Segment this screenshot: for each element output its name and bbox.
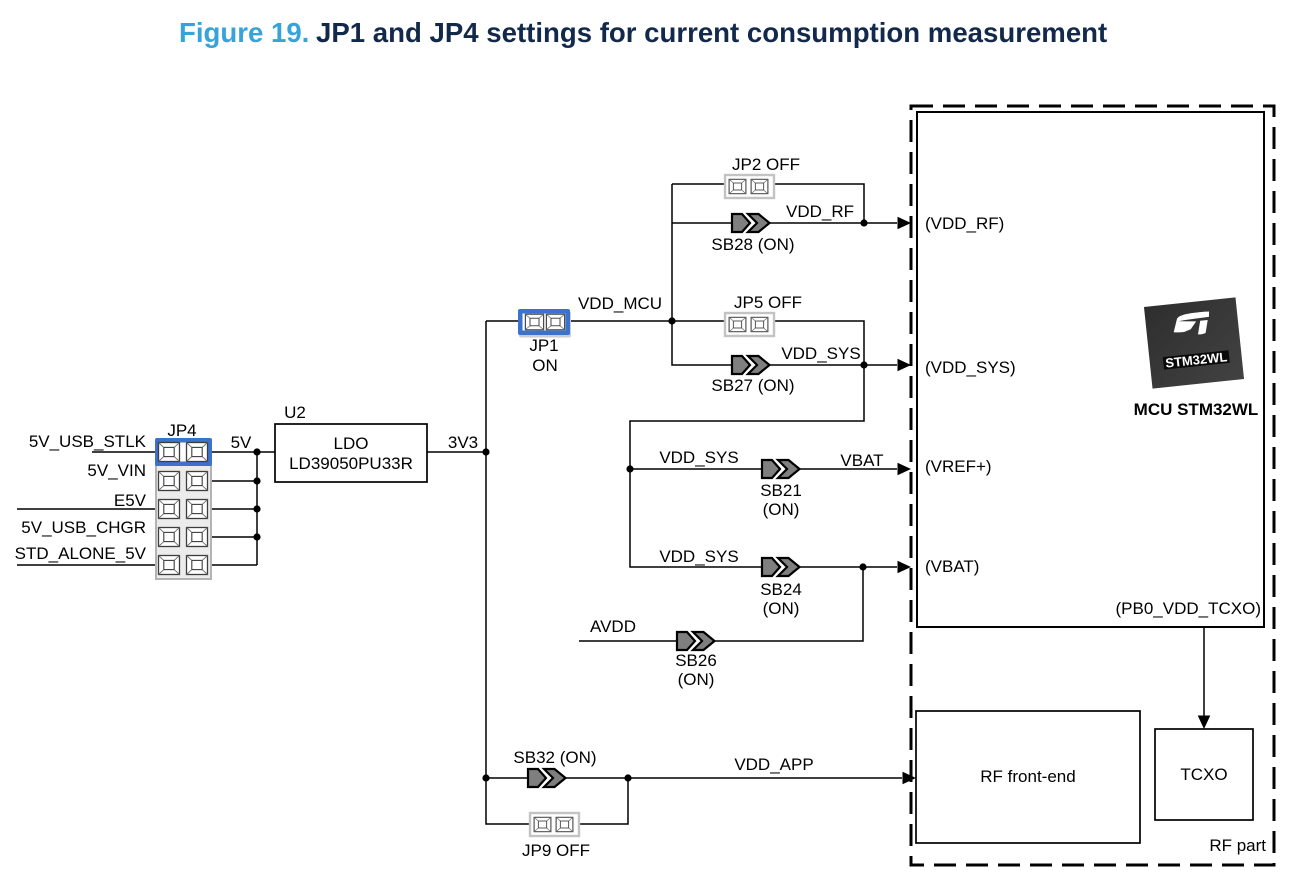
svg-text:SB21: SB21 xyxy=(760,481,802,500)
svg-text:VDD_MCU: VDD_MCU xyxy=(578,294,662,313)
svg-text:SB27 (ON): SB27 (ON) xyxy=(711,376,794,395)
svg-text:SB26: SB26 xyxy=(675,651,717,670)
svg-text:(ON): (ON) xyxy=(763,500,800,519)
svg-text:LD39050PU33R: LD39050PU33R xyxy=(289,454,413,473)
svg-text:(ON): (ON) xyxy=(763,599,800,618)
svg-text:JP2 OFF: JP2 OFF xyxy=(732,155,800,174)
svg-text:5V_USB_STLK: 5V_USB_STLK xyxy=(29,432,147,451)
svg-text:VDD_APP: VDD_APP xyxy=(734,755,813,774)
svg-text:(VREF+): (VREF+) xyxy=(925,457,992,476)
svg-text:JP5 OFF: JP5 OFF xyxy=(734,293,802,312)
svg-text:Figure 19.: Figure 19. xyxy=(179,17,309,48)
svg-text:5V_VIN: 5V_VIN xyxy=(87,461,146,480)
svg-text:5V: 5V xyxy=(231,433,252,452)
svg-text:RF part: RF part xyxy=(1209,836,1266,855)
svg-text:JP1: JP1 xyxy=(529,336,558,355)
svg-text:VDD_SYS: VDD_SYS xyxy=(781,344,860,363)
svg-text:3V3: 3V3 xyxy=(448,433,478,452)
svg-text:(ON): (ON) xyxy=(678,670,715,689)
svg-text:MCU STM32WL: MCU STM32WL xyxy=(1134,400,1259,419)
svg-text:SB32 (ON): SB32 (ON) xyxy=(513,748,596,767)
svg-text:ON: ON xyxy=(532,356,558,375)
svg-text:AVDD: AVDD xyxy=(590,617,636,636)
svg-text:SB28 (ON): SB28 (ON) xyxy=(711,235,794,254)
svg-text:STD_ALONE_5V: STD_ALONE_5V xyxy=(15,544,147,563)
svg-text:VDD_SYS: VDD_SYS xyxy=(659,547,738,566)
svg-text:(VBAT): (VBAT) xyxy=(925,557,979,576)
svg-text:(PB0_VDD_TCXO): (PB0_VDD_TCXO) xyxy=(1116,599,1261,618)
svg-text:VDD_RF: VDD_RF xyxy=(786,202,854,221)
svg-text:VBAT: VBAT xyxy=(840,451,883,470)
svg-text:E5V: E5V xyxy=(114,491,147,510)
svg-text:JP4: JP4 xyxy=(167,421,196,440)
svg-text:5V_USB_CHGR: 5V_USB_CHGR xyxy=(21,518,146,537)
svg-text:SB24: SB24 xyxy=(760,580,802,599)
svg-text:TCXO: TCXO xyxy=(1180,765,1227,784)
svg-text:(VDD_RF): (VDD_RF) xyxy=(925,214,1004,233)
svg-text:RF front-end: RF front-end xyxy=(980,767,1075,786)
svg-text:STM32WL: STM32WL xyxy=(1165,349,1228,370)
svg-text:(VDD_SYS): (VDD_SYS) xyxy=(925,358,1016,377)
svg-text:U2: U2 xyxy=(284,403,306,422)
svg-text:JP9 OFF: JP9 OFF xyxy=(522,841,590,860)
svg-text:VDD_SYS: VDD_SYS xyxy=(659,448,738,467)
svg-text:LDO: LDO xyxy=(334,434,369,453)
svg-text:JP1 and JP4 settings for curre: JP1 and JP4 settings for current consump… xyxy=(316,17,1107,48)
